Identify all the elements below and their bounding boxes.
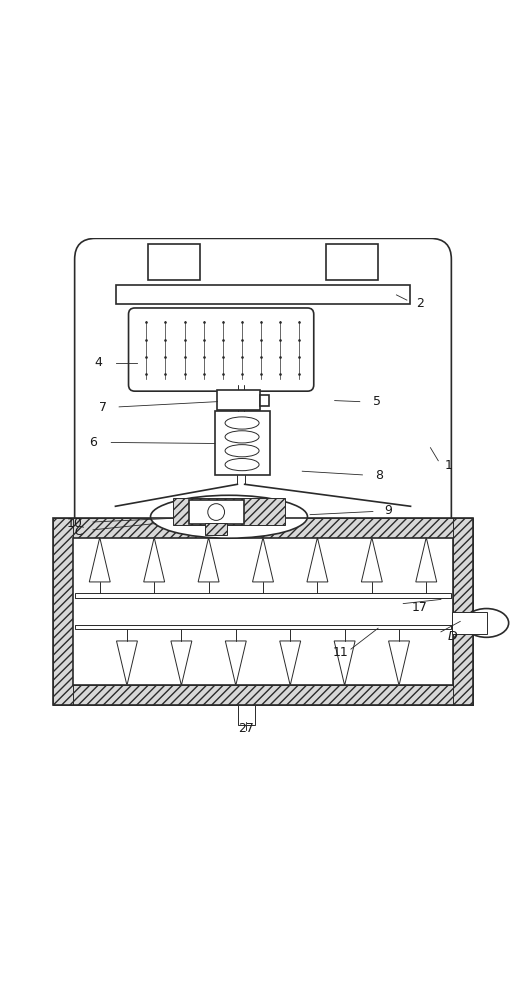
Polygon shape xyxy=(252,537,274,582)
Polygon shape xyxy=(89,537,110,582)
Text: 11: 11 xyxy=(332,646,348,659)
Bar xyxy=(116,285,410,304)
Text: 4: 4 xyxy=(94,356,102,369)
Polygon shape xyxy=(225,641,246,685)
Text: 7: 7 xyxy=(99,401,107,414)
Polygon shape xyxy=(198,537,219,582)
Bar xyxy=(173,498,286,525)
Bar xyxy=(53,685,473,705)
FancyBboxPatch shape xyxy=(75,238,451,563)
Text: 10: 10 xyxy=(67,517,83,530)
Text: 9: 9 xyxy=(385,504,392,517)
Bar xyxy=(260,395,269,406)
Text: 5: 5 xyxy=(373,395,381,408)
Bar xyxy=(205,523,227,535)
Bar xyxy=(215,411,270,475)
Text: C: C xyxy=(75,525,83,538)
Polygon shape xyxy=(389,641,410,685)
Bar xyxy=(238,705,255,725)
Polygon shape xyxy=(144,537,165,582)
Bar xyxy=(53,518,473,705)
Text: 27: 27 xyxy=(238,722,254,735)
Text: 8: 8 xyxy=(375,469,383,482)
Text: 2: 2 xyxy=(416,297,424,310)
Bar xyxy=(148,244,200,280)
Bar xyxy=(75,593,451,598)
FancyBboxPatch shape xyxy=(128,308,313,391)
Bar xyxy=(75,625,451,629)
Bar xyxy=(73,538,453,685)
Bar xyxy=(53,518,473,538)
Polygon shape xyxy=(280,641,301,685)
Circle shape xyxy=(208,504,225,520)
Bar xyxy=(189,500,244,524)
Polygon shape xyxy=(334,641,355,685)
Text: 1: 1 xyxy=(445,459,453,472)
Polygon shape xyxy=(171,641,192,685)
Polygon shape xyxy=(416,537,437,582)
Bar xyxy=(326,244,378,280)
Text: D: D xyxy=(448,630,457,643)
Bar xyxy=(452,612,487,634)
Polygon shape xyxy=(361,537,382,582)
Polygon shape xyxy=(116,641,137,685)
Bar xyxy=(217,390,260,410)
Text: 17: 17 xyxy=(412,601,428,614)
Ellipse shape xyxy=(464,609,509,637)
Bar xyxy=(453,518,473,705)
Text: 6: 6 xyxy=(89,436,97,449)
Bar xyxy=(53,518,73,705)
Ellipse shape xyxy=(150,495,308,538)
Polygon shape xyxy=(307,537,328,582)
